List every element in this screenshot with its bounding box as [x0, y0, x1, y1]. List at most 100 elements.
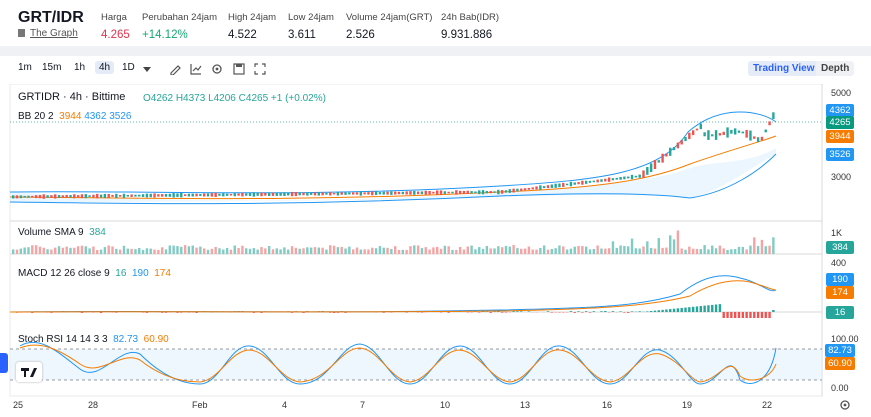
collapse-handle[interactable] — [0, 353, 8, 373]
macd-bar — [497, 311, 500, 312]
volume-bar — [600, 248, 603, 254]
macd-bar — [195, 312, 198, 313]
volume-bar — [676, 230, 680, 254]
volume-bar — [31, 245, 34, 254]
pencil-icon[interactable] — [169, 63, 181, 75]
macd-bar — [290, 312, 294, 313]
candle — [374, 191, 378, 196]
volume-bar — [57, 246, 61, 254]
volume-bar — [138, 247, 141, 254]
macd-bar — [604, 311, 607, 312]
volume-bar — [256, 249, 259, 254]
price-chart[interactable] — [0, 84, 871, 417]
macd-bar — [756, 312, 760, 318]
candle — [527, 187, 531, 190]
trading-view-tab[interactable]: Trading View — [748, 61, 820, 76]
volume-bar — [470, 245, 473, 254]
volume-bar — [290, 246, 294, 254]
candle — [344, 192, 347, 195]
candle — [672, 147, 676, 151]
candle — [665, 153, 668, 157]
volume-bar — [340, 246, 343, 254]
candle — [256, 193, 259, 196]
bb-label: BB 20 2 — [18, 111, 54, 122]
macd-bar — [680, 307, 683, 312]
volume-bar — [508, 246, 511, 254]
stoch-d-value: 60.90 — [143, 334, 169, 345]
price-tag-basis: 3944 — [826, 130, 854, 143]
volume-tag: 384 — [826, 241, 854, 254]
macd-bar — [718, 304, 722, 312]
volume-bar — [61, 247, 65, 254]
chart-title: GRTIDR · 4h · Bittime — [18, 91, 126, 103]
volume-bar — [627, 246, 630, 254]
interval-4h[interactable]: 4h — [95, 61, 115, 74]
volume-bar — [46, 249, 49, 254]
macd-bar — [164, 312, 168, 313]
candle — [447, 191, 450, 194]
volume-bar — [252, 248, 256, 254]
macd-bar — [160, 312, 164, 313]
gear-icon[interactable] — [211, 63, 223, 75]
macd-bar — [546, 311, 550, 312]
candle — [401, 191, 405, 195]
macd-bar — [711, 304, 714, 312]
volume-bar — [772, 237, 775, 254]
settings-gear-icon[interactable] — [839, 399, 851, 411]
interval-1m[interactable]: 1m — [18, 62, 32, 73]
volume-bar — [669, 235, 672, 254]
stat-volume: Volume 24jam(GRT) 2.526 — [346, 12, 432, 41]
volume-bar — [699, 249, 702, 254]
volume-bar — [665, 247, 668, 254]
candle — [160, 194, 164, 197]
interval-1h[interactable]: 1h — [74, 62, 86, 73]
candle — [126, 194, 129, 197]
macd-bar — [623, 312, 626, 313]
macd-bar — [733, 312, 737, 318]
ohlc-open: O4262 — [143, 93, 174, 104]
macd-bar — [665, 309, 668, 312]
macd-bar — [627, 312, 630, 313]
volume-bar — [588, 249, 592, 254]
volume-bar — [54, 247, 57, 254]
volume-bar — [760, 239, 764, 254]
candle — [493, 191, 496, 193]
candle — [54, 194, 57, 199]
volume-bar — [428, 249, 431, 254]
macd-bar — [737, 312, 741, 318]
candle — [653, 160, 657, 170]
candle — [737, 130, 741, 133]
candle — [669, 147, 672, 156]
candle — [657, 160, 660, 163]
interval-15m[interactable]: 15m — [42, 62, 62, 73]
tradingview-logo-icon — [21, 368, 37, 377]
interval-1d[interactable]: 1D — [122, 62, 135, 73]
candle — [474, 191, 477, 194]
volume-bar — [233, 245, 236, 254]
candle — [573, 182, 576, 185]
volume-bar — [550, 249, 554, 254]
line-chart-icon[interactable] — [190, 63, 202, 75]
volume-bar — [336, 247, 340, 254]
bb-basis: 3944 — [59, 111, 82, 122]
macd-bar — [600, 311, 603, 312]
fullscreen-icon[interactable] — [254, 63, 266, 75]
volume-bar — [50, 249, 53, 254]
volume-bar — [458, 246, 462, 254]
volume-bar — [413, 245, 416, 254]
coin-link[interactable]: The Graph — [18, 28, 78, 39]
volume-bar — [390, 248, 393, 254]
volume-bar — [455, 249, 458, 254]
depth-tab[interactable]: Depth — [816, 61, 855, 76]
save-icon[interactable] — [233, 63, 245, 75]
volume-bar — [267, 246, 271, 254]
volume-bar — [180, 246, 183, 254]
candle — [382, 191, 385, 195]
volume-bar — [160, 247, 164, 254]
volume-bar — [481, 248, 485, 254]
volume-bar — [210, 248, 214, 254]
chevron-down-icon[interactable] — [143, 67, 151, 72]
candle — [271, 192, 275, 196]
volume-bar — [141, 249, 145, 254]
candle — [565, 183, 569, 186]
